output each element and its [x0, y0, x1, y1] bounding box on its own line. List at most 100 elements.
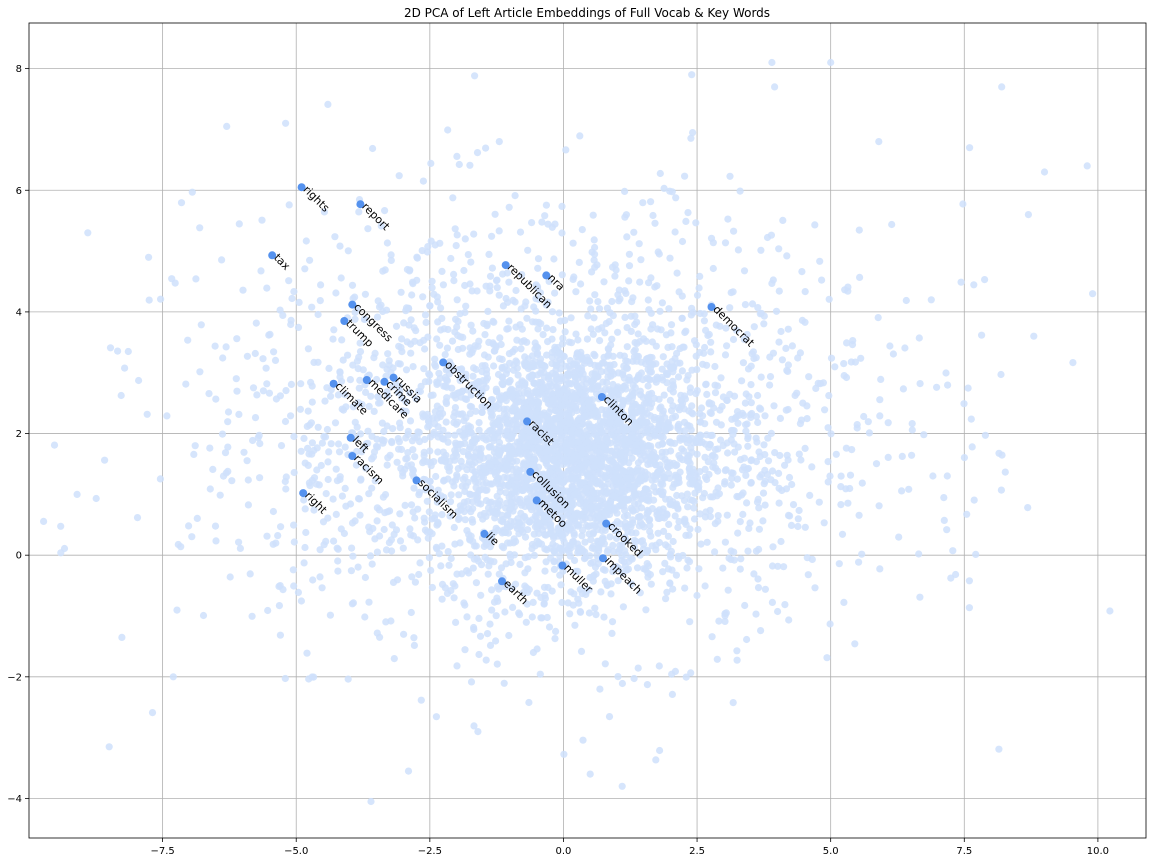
vocab-point	[226, 573, 234, 581]
vocab-point	[825, 392, 833, 400]
vocab-point	[598, 428, 606, 436]
vocab-point	[537, 473, 546, 481]
vocab-point	[495, 585, 503, 593]
vocab-point	[612, 494, 620, 502]
vocab-point	[915, 334, 923, 342]
vocab-point	[699, 360, 707, 368]
vocab-point	[105, 743, 113, 751]
vocab-point	[467, 391, 475, 399]
vocab-point	[463, 613, 471, 621]
vocab-point	[533, 537, 541, 545]
vocab-point	[356, 339, 364, 347]
vocab-point	[504, 474, 512, 482]
vocab-point	[506, 550, 514, 559]
vocab-point	[660, 184, 668, 192]
vocab-point	[294, 323, 303, 331]
vocab-point	[373, 517, 381, 525]
vocab-point	[534, 255, 543, 263]
vocab-point	[486, 620, 494, 628]
vocab-point	[576, 132, 584, 140]
vocab-point	[534, 421, 543, 429]
vocab-point	[488, 411, 496, 419]
vocab-point	[721, 480, 729, 488]
vocab-point	[625, 250, 634, 258]
key-word-point	[329, 379, 338, 388]
vocab-point	[752, 434, 760, 442]
vocab-point	[436, 341, 444, 349]
vocab-point	[437, 304, 445, 312]
vocab-point	[602, 319, 610, 328]
vocab-point	[671, 412, 680, 420]
vocab-point	[341, 391, 349, 399]
vocab-point	[537, 614, 545, 622]
vocab-point	[875, 502, 883, 510]
vocab-point	[738, 466, 747, 474]
vocab-point	[390, 655, 398, 663]
vocab-point	[442, 398, 450, 406]
vocab-point	[313, 480, 321, 488]
vocab-point	[825, 295, 833, 303]
vocab-point	[351, 315, 359, 323]
vocab-point	[453, 662, 461, 670]
vocab-point	[453, 231, 461, 239]
vocab-point	[630, 543, 639, 551]
vocab-point	[423, 528, 431, 536]
vocab-point	[502, 444, 510, 452]
vocab-point	[500, 679, 508, 687]
vocab-point	[236, 544, 244, 553]
vocab-point	[485, 250, 493, 258]
vocab-point	[700, 317, 709, 325]
vocab-point	[605, 713, 614, 721]
vocab-point	[789, 501, 798, 509]
vocab-point	[732, 326, 741, 334]
vocab-point	[426, 447, 434, 455]
x-tick-label: 2.5	[689, 846, 705, 857]
vocab-point	[488, 264, 496, 272]
vocab-point	[543, 485, 552, 493]
vocab-point	[463, 567, 471, 575]
vocab-point	[483, 630, 492, 638]
vocab-point	[505, 631, 513, 640]
vocab-point	[603, 379, 611, 387]
vocab-point	[816, 257, 824, 265]
vocab-point	[338, 405, 346, 413]
vocab-point	[456, 310, 464, 318]
vocab-point	[643, 510, 651, 518]
vocab-point	[811, 584, 819, 592]
vocab-point	[516, 495, 524, 503]
vocab-point	[677, 397, 685, 405]
vocab-point	[723, 342, 731, 350]
vocab-point	[532, 388, 540, 396]
vocab-point	[461, 395, 469, 403]
vocab-point	[633, 448, 641, 456]
vocab-point	[622, 426, 630, 434]
vocab-point	[785, 473, 794, 482]
vocab-point	[475, 486, 483, 494]
vocab-point	[591, 361, 599, 369]
vocab-point	[714, 484, 722, 492]
vocab-point	[184, 336, 192, 344]
vocab-point	[908, 426, 916, 434]
vocab-point	[744, 442, 752, 450]
vocab-point	[582, 484, 591, 492]
vocab-point	[755, 448, 763, 456]
vocab-point	[597, 461, 605, 469]
vocab-point	[485, 454, 493, 462]
vocab-point	[567, 339, 576, 347]
vocab-point	[601, 660, 609, 668]
vocab-point	[754, 584, 763, 592]
vocab-point	[638, 537, 647, 545]
vocab-point	[964, 384, 972, 392]
vocab-point	[875, 138, 883, 146]
vocab-point	[576, 511, 584, 519]
vocab-point	[713, 655, 721, 663]
x-tick-label: 0.0	[555, 846, 571, 857]
vocab-point	[895, 533, 903, 541]
vocab-point	[223, 122, 231, 130]
vocab-point	[505, 317, 513, 325]
vocab-point	[436, 430, 444, 438]
vocab-point	[469, 327, 477, 335]
vocab-point	[734, 419, 742, 427]
vocab-point	[615, 297, 623, 305]
vocab-point	[837, 501, 845, 509]
